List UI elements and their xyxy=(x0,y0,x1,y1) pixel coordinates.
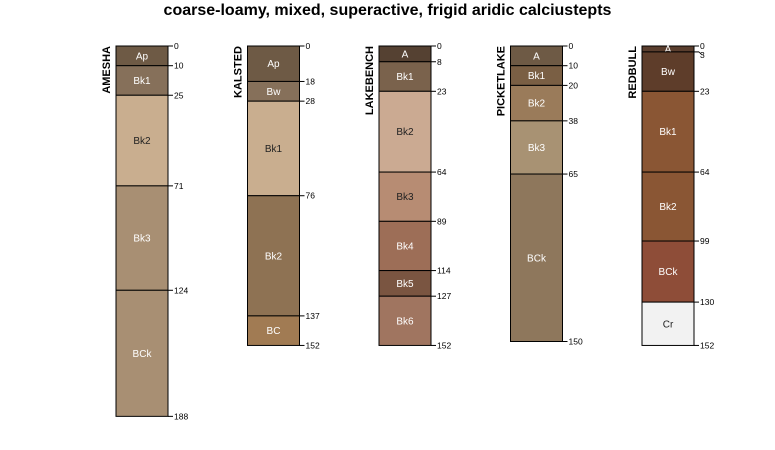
horizon-label: Bk2 xyxy=(528,99,546,110)
depth-label: 10 xyxy=(569,61,579,71)
chart-title: coarse-loamy, mixed, superactive, frigid… xyxy=(163,2,612,19)
horizon-label: Bk1 xyxy=(265,144,283,155)
profile-name: PICKETLAKE xyxy=(496,46,508,116)
depth-label: 8 xyxy=(437,57,442,67)
depth-label: 23 xyxy=(437,86,447,96)
horizon-label: Bk6 xyxy=(396,316,414,327)
depth-label: 18 xyxy=(306,76,316,86)
depth-label: 137 xyxy=(306,311,320,321)
profile-name: LAKEBENCH xyxy=(364,46,376,115)
horizon-band xyxy=(510,173,563,342)
horizon-band xyxy=(641,90,695,173)
depth-label: 150 xyxy=(569,337,583,347)
soil-profile: REDBULL A Bw Bk1 Bk2 BCk Cr 03 23 64 99 130 152 xyxy=(627,41,714,350)
horizon-label: BCk xyxy=(659,267,679,278)
depth-label: 76 xyxy=(306,191,316,201)
depth-label: 0 xyxy=(306,41,311,51)
depth-label: 3 xyxy=(700,50,705,60)
horizon-label: Bk1 xyxy=(396,72,414,83)
depth-label: 114 xyxy=(437,266,451,276)
depth-label: 28 xyxy=(306,96,316,106)
depth-label: 64 xyxy=(700,167,710,177)
horizon-band xyxy=(378,295,432,346)
depth-label: 0 xyxy=(437,41,442,51)
horizon-label: A xyxy=(665,44,672,55)
depth-label: 20 xyxy=(569,80,579,90)
horizon-label: Bk4 xyxy=(396,241,414,252)
soil-profile: KALSTED Ap Bw Bk1 Bk2 BC 0 18 28 76 137 152 xyxy=(233,41,320,350)
depth-label: 124 xyxy=(174,285,188,295)
horizon-label: Bk1 xyxy=(528,71,546,82)
horizon-band xyxy=(247,195,300,317)
depth-label: 0 xyxy=(174,41,179,51)
horizon-band xyxy=(115,289,169,417)
soil-profile: LAKEBENCH A Bk1 Bk2 Bk3 Bk4 Bk5 Bk6 0 8 23 64 89 114 1… xyxy=(364,41,451,350)
depth-label: 71 xyxy=(174,181,184,191)
horizon-label: Bk3 xyxy=(396,192,414,203)
horizon-label: Ap xyxy=(267,59,280,70)
depth-label: 152 xyxy=(700,340,714,350)
horizon-band xyxy=(378,270,432,297)
depth-label: 65 xyxy=(569,169,579,179)
depth-label: 38 xyxy=(569,116,579,126)
depth-leader xyxy=(698,51,703,56)
horizon-band xyxy=(510,84,563,122)
horizon-label: Bk2 xyxy=(396,127,414,138)
horizon-label: Bk1 xyxy=(133,76,151,87)
horizon-label: Cr xyxy=(663,319,674,330)
horizon-label: A xyxy=(533,51,540,62)
depth-label: 23 xyxy=(700,86,710,96)
horizon-band xyxy=(641,301,695,346)
profile-name: KALSTED xyxy=(233,46,245,98)
depth-label: 89 xyxy=(437,216,447,226)
depth-label: 152 xyxy=(437,340,451,350)
horizon-band xyxy=(510,120,563,175)
horizon-band xyxy=(378,61,432,92)
horizon-label: Bk2 xyxy=(265,251,283,262)
depth-label: 188 xyxy=(174,411,188,421)
horizon-label: Bw xyxy=(661,67,676,78)
horizon-label: Ap xyxy=(136,51,149,62)
horizon-label: A xyxy=(402,49,409,60)
horizon-label: BCk xyxy=(527,253,547,264)
depth-label: 99 xyxy=(700,236,710,246)
depth-label: 127 xyxy=(437,291,451,301)
horizon-band xyxy=(115,65,169,96)
horizon-label: Bk3 xyxy=(528,143,546,154)
horizon-band xyxy=(247,100,300,197)
horizon-label: Bk1 xyxy=(659,127,677,138)
soil-profile: PICKETLAKE A Bk1 Bk2 Bk3 BCk 0 10 20 38 65 150 xyxy=(496,41,583,347)
profile-name: REDBULL xyxy=(627,46,639,99)
depth-label: 130 xyxy=(700,297,714,307)
horizon-label: Bw xyxy=(267,87,282,98)
horizon-label: Bk5 xyxy=(396,279,414,290)
horizon-band xyxy=(247,315,300,346)
horizon-band xyxy=(378,90,432,173)
horizon-band xyxy=(247,45,300,82)
horizon-band xyxy=(641,171,695,242)
horizon-label: BCk xyxy=(133,349,153,360)
soil-profile: AMESHA Ap Bk1 Bk2 Bk3 BCk 0 10 25 71 124 188 xyxy=(101,41,188,421)
depth-label: 0 xyxy=(569,41,574,51)
depth-label: 152 xyxy=(306,340,320,350)
horizon-band xyxy=(115,94,169,187)
depth-label: 64 xyxy=(437,167,447,177)
horizon-band xyxy=(641,240,695,303)
depth-label: 10 xyxy=(174,61,184,71)
depth-label: 0 xyxy=(700,41,705,51)
horizon-label: BC xyxy=(267,326,281,337)
profile-name: AMESHA xyxy=(101,46,113,94)
horizon-label: Bk2 xyxy=(659,202,677,213)
horizon-label: Bk2 xyxy=(133,136,151,147)
depth-label: 25 xyxy=(174,90,184,100)
horizon-label: Bk3 xyxy=(133,234,151,245)
